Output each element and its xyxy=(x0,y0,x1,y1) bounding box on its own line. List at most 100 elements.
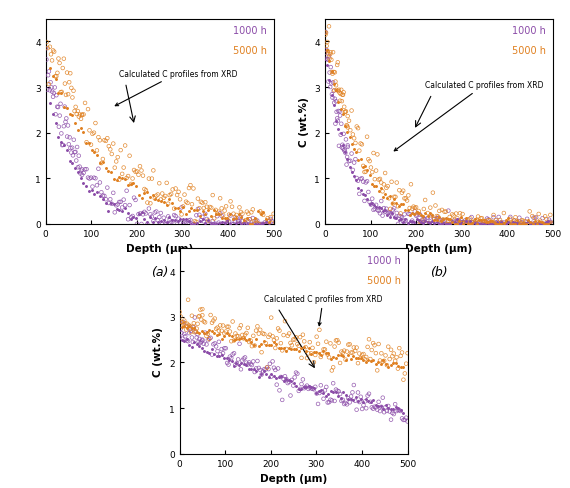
Point xyxy=(41,45,50,53)
Point xyxy=(239,361,249,368)
Point xyxy=(255,366,264,374)
Point xyxy=(92,182,101,190)
Point xyxy=(321,30,331,38)
Point xyxy=(76,170,85,178)
Point xyxy=(165,214,174,222)
Point xyxy=(254,330,263,338)
Point xyxy=(197,345,206,352)
Point xyxy=(329,100,339,107)
Point xyxy=(385,193,394,201)
Point xyxy=(334,339,343,347)
Point xyxy=(94,165,103,173)
Point xyxy=(280,318,290,325)
Point xyxy=(232,215,241,223)
Point xyxy=(385,214,394,222)
Point xyxy=(389,410,398,418)
Point xyxy=(284,376,293,384)
Point xyxy=(190,328,200,336)
Point xyxy=(43,45,52,53)
Point xyxy=(116,147,125,155)
Point xyxy=(335,87,344,95)
Point xyxy=(471,217,480,225)
Point xyxy=(386,205,395,213)
Point xyxy=(87,174,96,182)
Point xyxy=(249,358,258,366)
Point xyxy=(381,352,390,360)
Point xyxy=(408,205,417,213)
Point xyxy=(263,221,272,228)
Point xyxy=(535,221,544,228)
Point xyxy=(340,147,349,155)
Point xyxy=(355,191,364,199)
Point xyxy=(218,212,227,220)
Point xyxy=(251,217,260,224)
Point xyxy=(379,181,388,189)
Point xyxy=(177,324,186,331)
Point xyxy=(543,221,552,228)
Point xyxy=(257,221,266,228)
Point xyxy=(178,335,187,343)
Point xyxy=(202,332,211,340)
Point xyxy=(65,157,74,165)
Point xyxy=(330,343,339,351)
Point xyxy=(324,398,333,406)
Point xyxy=(384,363,393,371)
Point xyxy=(309,385,318,392)
Point xyxy=(200,348,209,356)
Point xyxy=(50,90,59,98)
Point xyxy=(325,51,335,59)
Point xyxy=(374,188,383,196)
Point xyxy=(427,212,436,220)
Point xyxy=(107,200,116,207)
Point xyxy=(207,327,216,335)
Point xyxy=(339,92,348,100)
Point xyxy=(195,335,204,343)
Point xyxy=(342,162,351,169)
Point xyxy=(527,221,536,228)
Point xyxy=(371,402,380,409)
Point xyxy=(120,176,129,184)
Point xyxy=(195,211,204,219)
Point xyxy=(89,174,99,182)
Point xyxy=(59,142,68,149)
Point xyxy=(374,398,383,406)
Point xyxy=(334,108,343,116)
Point xyxy=(43,86,52,94)
Point xyxy=(254,364,263,372)
Point xyxy=(353,125,363,133)
Point xyxy=(244,210,253,218)
Point xyxy=(61,119,70,126)
Point xyxy=(209,341,218,348)
Point xyxy=(98,159,107,166)
Point xyxy=(198,207,207,215)
Point xyxy=(450,219,459,227)
Point xyxy=(479,221,488,228)
Point xyxy=(88,131,97,139)
Point xyxy=(210,221,219,228)
Point xyxy=(126,215,135,223)
Point xyxy=(315,326,324,334)
Point xyxy=(326,64,335,72)
Point xyxy=(218,349,227,357)
Point xyxy=(210,315,219,323)
Point xyxy=(210,330,219,338)
Point xyxy=(208,218,217,225)
Point xyxy=(346,395,355,403)
Point xyxy=(71,104,80,112)
Point xyxy=(241,354,250,362)
Point xyxy=(495,221,504,228)
Point xyxy=(176,220,185,227)
Point xyxy=(214,208,223,216)
Point xyxy=(392,199,401,207)
Point xyxy=(212,331,221,339)
Point xyxy=(45,87,54,95)
Point xyxy=(60,81,70,88)
Point xyxy=(418,216,427,224)
Point xyxy=(336,105,345,113)
Point xyxy=(109,176,119,184)
Point xyxy=(132,168,141,176)
Point xyxy=(422,220,431,227)
Point xyxy=(508,219,517,227)
Point xyxy=(338,349,347,357)
Text: 5000 h: 5000 h xyxy=(233,46,267,56)
